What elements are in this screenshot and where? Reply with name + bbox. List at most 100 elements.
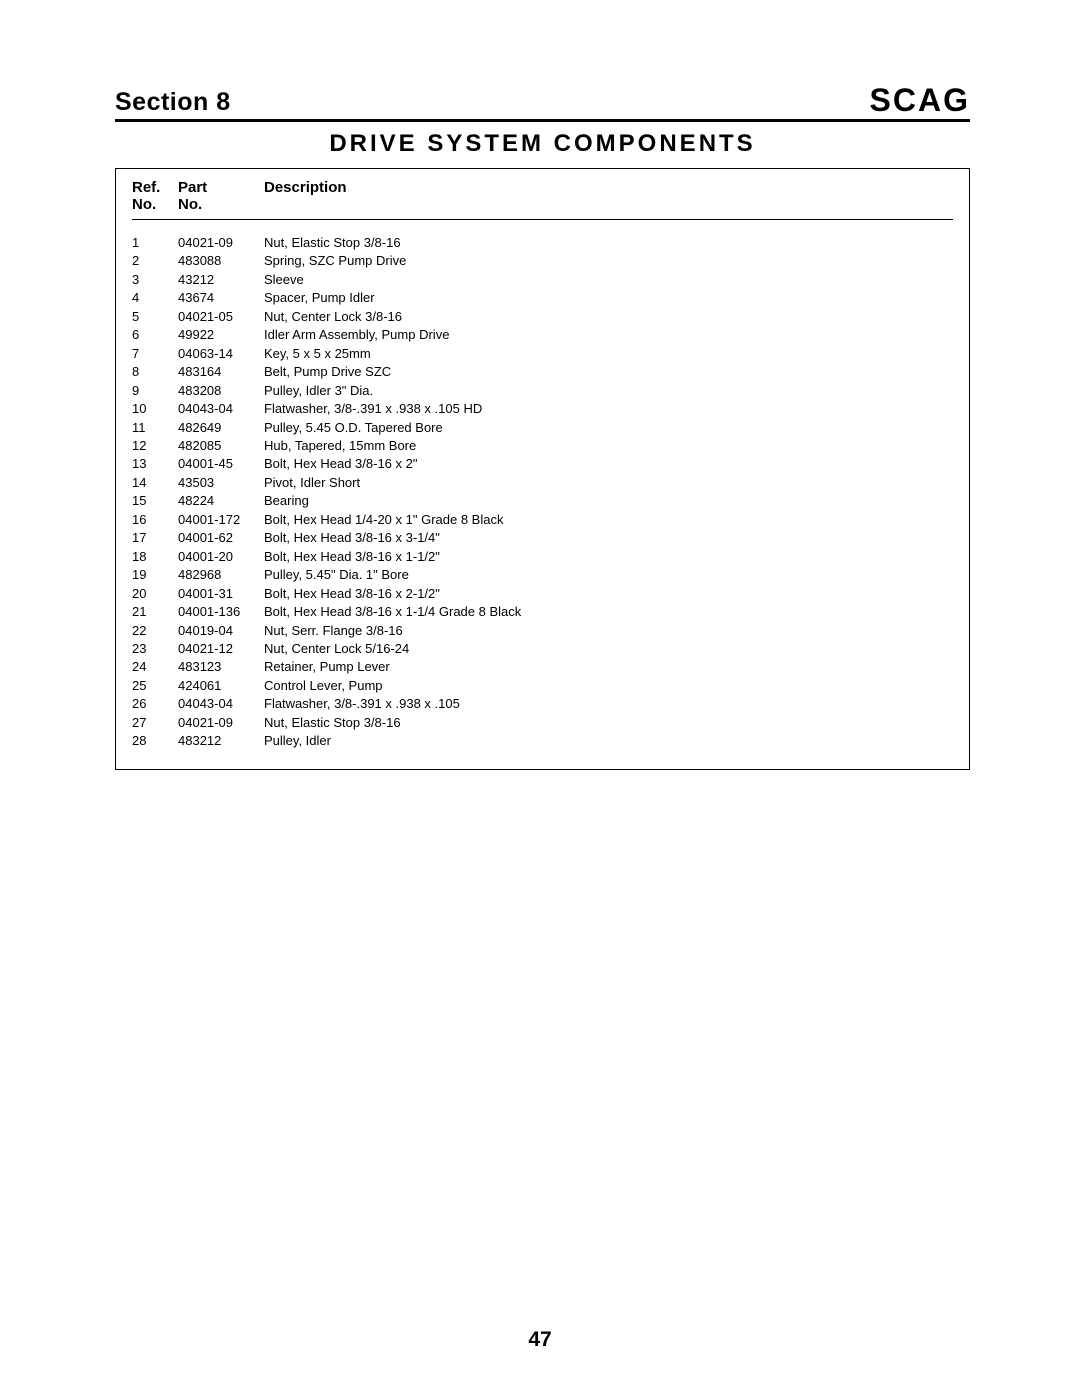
cell-ref: 7 — [132, 345, 178, 363]
table-row: 704063-14Key, 5 x 5 x 25mm — [132, 345, 953, 363]
table-row: 1548224Bearing — [132, 492, 953, 510]
cell-part: 04043-04 — [178, 400, 264, 418]
cell-part: 482085 — [178, 437, 264, 455]
cell-part: 43212 — [178, 271, 264, 289]
cell-desc: Pulley, 5.45 O.D. Tapered Bore — [264, 419, 953, 437]
cell-ref: 3 — [132, 271, 178, 289]
table-row: 25424061Control Lever, Pump — [132, 677, 953, 695]
cell-desc: Bearing — [264, 492, 953, 510]
cell-desc: Nut, Center Lock 5/16-24 — [264, 640, 953, 658]
table-row: 2104001-136Bolt, Hex Head 3/8-16 x 1-1/4… — [132, 603, 953, 621]
cell-desc: Idler Arm Assembly, Pump Drive — [264, 326, 953, 344]
cell-desc: Retainer, Pump Lever — [264, 658, 953, 676]
cell-part: 483208 — [178, 382, 264, 400]
cell-desc: Nut, Elastic Stop 3/8-16 — [264, 714, 953, 732]
table-row: 1604001-172Bolt, Hex Head 1/4-20 x 1" Gr… — [132, 511, 953, 529]
table-row: 19482968Pulley, 5.45" Dia. 1" Bore — [132, 566, 953, 584]
table-row: 12482085Hub, Tapered, 15mm Bore — [132, 437, 953, 455]
cell-part: 482649 — [178, 419, 264, 437]
table-row: 2483088Spring, SZC Pump Drive — [132, 252, 953, 270]
table-row: 2604043-04Flatwasher, 3/8-.391 x .938 x … — [132, 695, 953, 713]
cell-ref: 4 — [132, 289, 178, 307]
cell-part: 04019-04 — [178, 622, 264, 640]
table-row: 2004001-31Bolt, Hex Head 3/8-16 x 2-1/2" — [132, 585, 953, 603]
cell-desc: Bolt, Hex Head 1/4-20 x 1" Grade 8 Black — [264, 511, 953, 529]
cell-desc: Bolt, Hex Head 3/8-16 x 3-1/4" — [264, 529, 953, 547]
cell-ref: 24 — [132, 658, 178, 676]
header-part-line1: Part — [178, 179, 264, 196]
table-row: 1004043-04Flatwasher, 3/8-.391 x .938 x … — [132, 400, 953, 418]
cell-ref: 11 — [132, 419, 178, 437]
cell-desc: Hub, Tapered, 15mm Bore — [264, 437, 953, 455]
cell-desc: Key, 5 x 5 x 25mm — [264, 345, 953, 363]
cell-desc: Belt, Pump Drive SZC — [264, 363, 953, 381]
cell-desc: Spring, SZC Pump Drive — [264, 252, 953, 270]
cell-ref: 22 — [132, 622, 178, 640]
table-row: 1704001-62Bolt, Hex Head 3/8-16 x 3-1/4" — [132, 529, 953, 547]
cell-part: 04021-05 — [178, 308, 264, 326]
table-row: 24483123Retainer, Pump Lever — [132, 658, 953, 676]
cell-part: 04001-31 — [178, 585, 264, 603]
header-part-line2: No. — [178, 196, 264, 213]
page-number: 47 — [0, 1328, 1080, 1352]
cell-ref: 8 — [132, 363, 178, 381]
cell-desc: Pulley, Idler 3" Dia. — [264, 382, 953, 400]
cell-part: 482968 — [178, 566, 264, 584]
cell-desc: Bolt, Hex Head 3/8-16 x 1-1/4 Grade 8 Bl… — [264, 603, 953, 621]
cell-ref: 9 — [132, 382, 178, 400]
header-ref-line2: No. — [132, 196, 178, 213]
cell-desc: Pivot, Idler Short — [264, 474, 953, 492]
cell-ref: 23 — [132, 640, 178, 658]
cell-ref: 20 — [132, 585, 178, 603]
cell-part: 04001-62 — [178, 529, 264, 547]
cell-part: 04001-136 — [178, 603, 264, 621]
table-row: 1443503Pivot, Idler Short — [132, 474, 953, 492]
table-row: 649922Idler Arm Assembly, Pump Drive — [132, 326, 953, 344]
cell-ref: 2 — [132, 252, 178, 270]
cell-ref: 27 — [132, 714, 178, 732]
cell-ref: 26 — [132, 695, 178, 713]
page-header: Section 8 SCAG — [115, 80, 970, 122]
page: Section 8 SCAG DRIVE SYSTEM COMPONENTS R… — [0, 0, 1080, 1397]
cell-ref: 1 — [132, 234, 178, 252]
cell-desc: Control Lever, Pump — [264, 677, 953, 695]
cell-part: 04001-20 — [178, 548, 264, 566]
cell-desc: Pulley, 5.45" Dia. 1" Bore — [264, 566, 953, 584]
cell-ref: 10 — [132, 400, 178, 418]
cell-part: 04001-172 — [178, 511, 264, 529]
cell-desc: Bolt, Hex Head 3/8-16 x 2" — [264, 455, 953, 473]
header-desc: Description — [264, 179, 953, 213]
table-header-row: Ref. No. Part No. Description — [132, 179, 953, 220]
cell-ref: 15 — [132, 492, 178, 510]
header-ref: Ref. No. — [132, 179, 178, 213]
table-row: 9483208Pulley, Idler 3" Dia. — [132, 382, 953, 400]
cell-ref: 28 — [132, 732, 178, 750]
header-desc-line2: Description — [264, 179, 953, 196]
table-row: 443674Spacer, Pump Idler — [132, 289, 953, 307]
cell-ref: 17 — [132, 529, 178, 547]
cell-ref: 6 — [132, 326, 178, 344]
table-row: 104021-09Nut, Elastic Stop 3/8-16 — [132, 234, 953, 252]
cell-ref: 14 — [132, 474, 178, 492]
table-row: 1804001-20Bolt, Hex Head 3/8-16 x 1-1/2" — [132, 548, 953, 566]
cell-desc: Nut, Center Lock 3/8-16 — [264, 308, 953, 326]
cell-ref: 16 — [132, 511, 178, 529]
cell-part: 48224 — [178, 492, 264, 510]
cell-part: 04021-09 — [178, 234, 264, 252]
page-title: DRIVE SYSTEM COMPONENTS — [115, 130, 970, 158]
cell-part: 483164 — [178, 363, 264, 381]
cell-part: 43674 — [178, 289, 264, 307]
cell-part: 49922 — [178, 326, 264, 344]
table-row: 2204019-04Nut, Serr. Flange 3/8-16 — [132, 622, 953, 640]
table-row: 2704021-09Nut, Elastic Stop 3/8-16 — [132, 714, 953, 732]
section-label: Section 8 — [115, 88, 231, 117]
header-part: Part No. — [178, 179, 264, 213]
cell-part: 424061 — [178, 677, 264, 695]
table-row: 343212Sleeve — [132, 271, 953, 289]
cell-part: 04001-45 — [178, 455, 264, 473]
cell-desc: Sleeve — [264, 271, 953, 289]
cell-ref: 5 — [132, 308, 178, 326]
cell-part: 04021-09 — [178, 714, 264, 732]
parts-table: Ref. No. Part No. Description 104021-09N… — [115, 168, 970, 770]
cell-ref: 21 — [132, 603, 178, 621]
